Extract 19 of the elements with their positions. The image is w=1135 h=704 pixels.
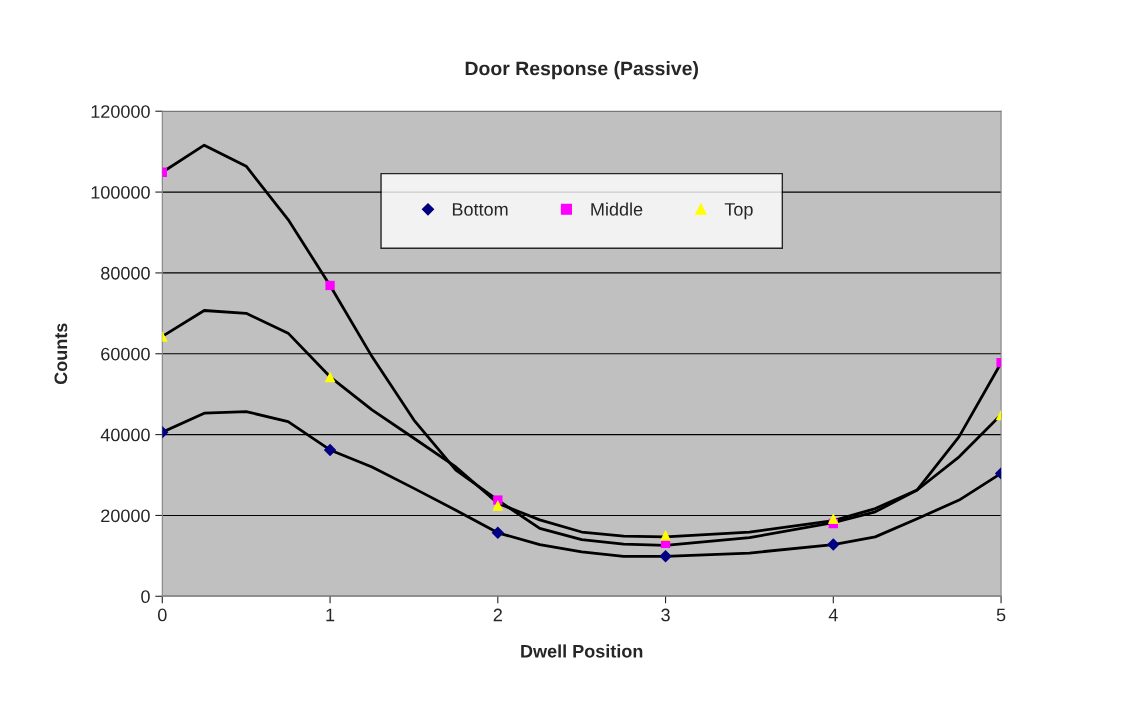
y-tick-label: 40000 <box>100 428 150 442</box>
x-tick-label: 2 <box>493 608 502 622</box>
legend-label: Top <box>724 203 753 220</box>
y-tick-label: 60000 <box>101 347 150 361</box>
x-tick-label: 0 <box>157 608 167 622</box>
y-tick-label: 120000 <box>91 105 150 118</box>
y-tick-label: 20000 <box>101 509 150 523</box>
y-tick-label: 80000 <box>101 266 150 280</box>
x-tick-label: 1 <box>326 608 335 622</box>
x-tick-label: 4 <box>828 608 838 622</box>
chart-title: Door Response (Passive) <box>465 61 698 80</box>
x-axis-title: Dwell Position <box>521 644 643 658</box>
x-tick-label: 3 <box>661 608 670 622</box>
x-tick-label: 5 <box>996 608 1006 622</box>
y-axis-title: Counts <box>54 323 68 385</box>
legend-label: Bottom <box>452 203 508 216</box>
legend-label: Middle <box>591 202 643 216</box>
y-tick-label: 0 <box>141 590 150 604</box>
y-tick-label: 100000 <box>91 186 150 199</box>
